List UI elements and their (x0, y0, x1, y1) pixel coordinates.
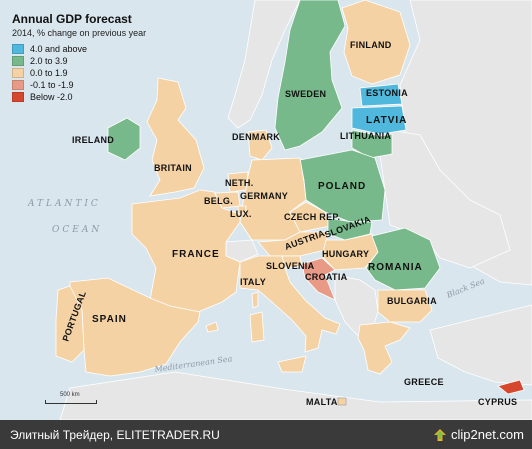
country-denmark (247, 129, 273, 161)
scale-bar (45, 400, 97, 404)
label-estonia: ESTONIA (366, 88, 408, 98)
country-italy (239, 255, 341, 353)
country-sardinia (249, 311, 265, 343)
country-greece (357, 321, 411, 375)
legend: Annual GDP forecast 2014, % change on pr… (12, 12, 146, 103)
map-frame: ATLANTIC OCEAN Mediterranean Sea Black S… (0, 0, 532, 420)
label-poland: POLAND (318, 181, 366, 192)
label-latvia: LATVIA (366, 115, 407, 126)
sea-label-atlantic: ATLANTIC (27, 199, 101, 209)
scale-label: 500 km (60, 392, 80, 398)
legend-label: 4.0 and above (30, 44, 88, 54)
footer-source: Элитный Трейдер, ELITETRADER.RU (10, 427, 220, 442)
land-norway (227, 0, 301, 129)
legend-label: 2.0 to 3.9 (30, 56, 68, 66)
land-north-africa (59, 371, 532, 420)
label-romania: ROMANIA (368, 262, 423, 273)
country-lithuania (351, 129, 393, 159)
country-sweden (274, 0, 346, 151)
legend-title: Annual GDP forecast (12, 12, 132, 26)
legend-swatch (12, 80, 24, 90)
label-lux: LUX. (230, 209, 252, 219)
footer-brand[interactable]: clip2net.com (433, 427, 532, 442)
label-neth: NETH. (225, 178, 254, 188)
label-cyprus: CYPRUS (478, 397, 517, 407)
label-czech: CZECH REP. (284, 212, 340, 222)
label-france: FRANCE (172, 249, 220, 260)
country-finland (341, 0, 411, 85)
country-neth (227, 171, 249, 193)
country-latvia (351, 105, 407, 135)
label-italy: ITALY (240, 277, 266, 287)
label-croatia: CROATIA (305, 272, 348, 282)
legend-label: -0.1 to -1.9 (30, 80, 74, 90)
label-sweden: SWEDEN (285, 89, 326, 99)
country-ireland (107, 117, 141, 161)
country-cyprus (497, 379, 525, 395)
label-britain: BRITAIN (154, 163, 192, 173)
label-denmark: DENMARK (232, 132, 280, 142)
legend-swatch (12, 68, 24, 78)
label-slovenia: SLOVENIA (266, 261, 315, 271)
label-finland: FINLAND (350, 40, 392, 50)
country-balearics (205, 321, 219, 333)
label-malta: MALTA (306, 397, 338, 407)
label-spain: SPAIN (92, 314, 127, 325)
upload-arrow-icon (434, 428, 447, 441)
legend-item: -0.1 to -1.9 (12, 79, 146, 91)
label-lithuania: LITHUANIA (340, 131, 391, 141)
country-romania (365, 227, 441, 291)
label-hungary: HUNGARY (322, 249, 369, 259)
legend-swatch (12, 56, 24, 66)
footer-brand-label: clip2net.com (451, 427, 524, 442)
legend-swatch (12, 44, 24, 54)
country-britain (146, 77, 205, 197)
legend-subtitle: 2014, % change on previous year (12, 28, 147, 38)
legend-item: Below -2.0 (12, 91, 146, 103)
sea-label-ocean: OCEAN (52, 225, 102, 235)
country-corsica (251, 291, 259, 309)
label-belg: BELG. (204, 196, 233, 206)
country-czech (289, 201, 331, 233)
malta-marker (337, 397, 347, 406)
country-estonia (359, 83, 403, 107)
footer-bar: Элитный Трейдер, ELITETRADER.RU clip2net… (0, 420, 532, 449)
country-sicily (277, 355, 307, 373)
land-turkey (429, 304, 532, 386)
legend-label: 0.0 to 1.9 (30, 68, 68, 78)
legend-label: Below -2.0 (30, 92, 73, 102)
legend-item: 4.0 and above (12, 43, 146, 55)
sea-label-black: Black Sea (444, 276, 486, 300)
country-lux (237, 205, 247, 215)
label-germany: GERMANY (240, 191, 288, 201)
country-bulgaria (377, 289, 433, 323)
label-bulgaria: BULGARIA (387, 296, 437, 306)
label-greece: GREECE (404, 377, 444, 387)
legend-item: 0.0 to 1.9 (12, 67, 146, 79)
legend-item: 2.0 to 3.9 (12, 55, 146, 67)
europe-map: ATLANTIC OCEAN Mediterranean Sea Black S… (27, 0, 532, 420)
country-portugal (55, 285, 85, 363)
country-croatia (301, 257, 336, 301)
legend-swatch (12, 92, 24, 102)
label-ireland: IRELAND (72, 135, 114, 145)
